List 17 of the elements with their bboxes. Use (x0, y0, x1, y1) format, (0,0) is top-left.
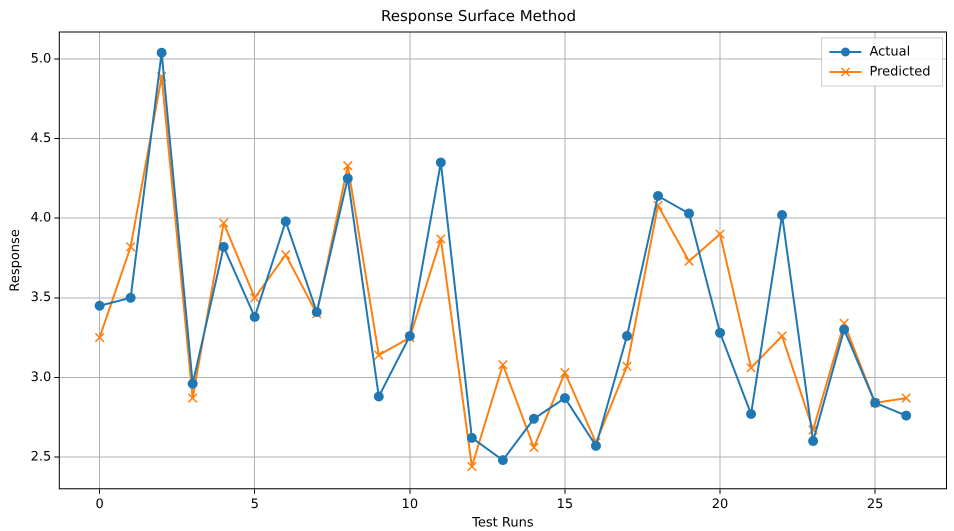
x-tick-label: 15 (556, 496, 574, 512)
y-tick-label: 3.5 (30, 290, 52, 306)
x-axis-title: Test Runs (471, 516, 534, 531)
y-axis-title: Response (8, 229, 24, 292)
y-tick-label: 4.5 (30, 131, 52, 146)
x-tick-label: 0 (95, 496, 104, 512)
x-tick-label: 5 (250, 496, 259, 512)
x-tick-label: 10 (402, 496, 418, 512)
x-tick-label: 20 (712, 496, 728, 512)
legend-label: Predicted (869, 64, 931, 80)
legend-label: Actual (869, 44, 910, 60)
chart-title: Response Surface Method (381, 6, 576, 25)
y-tick-label: 2.5 (30, 449, 52, 464)
x-tick-label: 25 (866, 496, 884, 512)
y-tick-label: 5.0 (30, 51, 52, 66)
y-tick-label: 3.0 (30, 370, 52, 385)
y-tick-label: 4.0 (30, 210, 52, 226)
